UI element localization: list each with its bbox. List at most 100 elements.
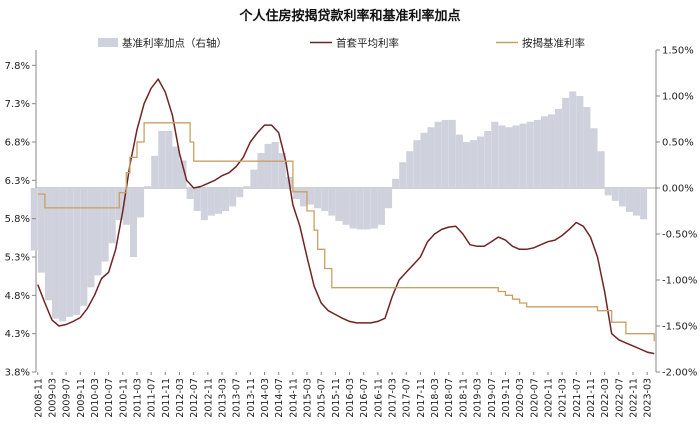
- spread-bar-3: [51, 188, 60, 319]
- right-tick-label-2: -1.00%: [662, 276, 697, 287]
- legend-swatch-bars: [98, 38, 118, 47]
- spread-bar-10: [101, 188, 109, 262]
- spread-bar-68: [512, 125, 520, 188]
- spread-bar-6: [73, 188, 81, 315]
- spread-bar-55: [420, 132, 428, 188]
- spread-bar-70: [526, 121, 534, 188]
- x-tick-label-8: 2011-07: [147, 378, 158, 418]
- legend: 基准利率加点（右轴） 首套平均利率 按揭基准利率: [98, 37, 585, 50]
- spread-bar-11: [108, 188, 116, 244]
- spread-bar-4: [59, 188, 67, 322]
- x-tick-label-39: 2021-11: [586, 378, 597, 418]
- left-tick-label-2: 4.8%: [5, 291, 30, 302]
- spread-bar-19: [165, 130, 173, 188]
- spread-bar-30: [243, 186, 251, 188]
- x-tick-label-16: 2014-03: [260, 378, 271, 418]
- spread-bar-42: [328, 188, 336, 216]
- rate-lines: [37, 78, 655, 355]
- spread-bars: [30, 91, 648, 322]
- benchmark-rate-line: [37, 122, 655, 342]
- right-tick-label-5: 0.50%: [662, 138, 694, 149]
- spread-bar-48: [370, 188, 378, 229]
- x-tick-label-28: 2018-03: [430, 378, 441, 418]
- spread-bar-58: [441, 119, 449, 188]
- x-tick-label-40: 2022-03: [600, 378, 611, 418]
- x-tick-label-20: 2015-07: [317, 378, 328, 418]
- spread-bar-38: [299, 188, 308, 207]
- right-tick-label-1: -1.50%: [662, 322, 697, 333]
- x-tick-label-9: 2011-11: [161, 378, 172, 418]
- left-axis-ticks: 3.8% 4.3% 4.8% 5.3% 5.8% 6.3% 6.8% 7.3% 7.8%: [5, 61, 36, 379]
- right-tick-label-7: 1.50%: [662, 46, 694, 57]
- spread-bar-1: [37, 188, 45, 273]
- spread-bar-46: [356, 188, 364, 230]
- spread-bar-86: [640, 188, 648, 220]
- legend-label-first-home-rate: 首套平均利率: [336, 37, 399, 50]
- spread-bar-18: [158, 130, 166, 188]
- spread-bar-64: [484, 130, 492, 188]
- spread-bar-37: [292, 188, 300, 200]
- x-tick-label-14: 2013-07: [232, 378, 243, 418]
- x-tick-label-10: 2012-03: [175, 378, 186, 418]
- left-tick-label-6: 6.8%: [5, 138, 30, 149]
- x-tick-label-24: 2016-11: [373, 378, 384, 418]
- left-tick-label-4: 5.8%: [5, 214, 30, 225]
- spread-bar-23: [193, 188, 201, 211]
- x-tick-label-38: 2021-07: [572, 378, 583, 418]
- spread-bar-52: [399, 162, 407, 188]
- x-tick-label-5: 2010-07: [104, 378, 115, 418]
- x-tick-label-34: 2020-03: [515, 378, 526, 418]
- x-tick-label-7: 2011-03: [133, 378, 144, 418]
- spread-bar-84: [625, 188, 633, 212]
- spread-bar-29: [236, 188, 244, 198]
- x-tick-label-1: 2009-03: [47, 378, 58, 418]
- x-tick-label-37: 2021-03: [558, 378, 569, 418]
- spread-bar-65: [491, 121, 499, 188]
- spread-bar-51: [392, 178, 400, 188]
- spread-bar-25: [207, 188, 215, 216]
- x-tick-label-25: 2017-03: [388, 378, 399, 418]
- x-tick-label-13: 2013-03: [218, 378, 229, 418]
- spread-bar-79: [590, 128, 598, 188]
- x-tick-label-17: 2014-07: [274, 378, 285, 418]
- right-tick-label-4: 0.00%: [662, 184, 694, 195]
- spread-bar-74: [555, 108, 563, 188]
- spread-bar-9: [94, 188, 102, 276]
- left-tick-label-7: 7.3%: [5, 99, 30, 110]
- spread-bar-28: [229, 188, 237, 207]
- right-tick-label-3: -0.50%: [662, 230, 697, 241]
- right-axis-ticks: -2.00% -1.50% -1.00% -0.50% 0.00% 0.50% 1.00% 1…: [656, 46, 697, 379]
- spread-bar-0: [30, 188, 38, 251]
- legend-label-bars: 基准利率加点（右轴）: [122, 37, 227, 50]
- spread-bar-33: [264, 143, 272, 188]
- x-tick-label-42: 2022-11: [629, 378, 640, 418]
- spread-bar-32: [257, 153, 265, 188]
- spread-bar-7: [80, 188, 88, 306]
- first-home-rate-line: [37, 78, 655, 355]
- spread-bar-76: [569, 91, 577, 188]
- spread-bar-82: [611, 188, 619, 201]
- x-tick-label-22: 2016-03: [345, 378, 356, 418]
- spread-bar-50: [385, 188, 393, 209]
- spread-bar-26: [214, 188, 222, 214]
- spread-bar-73: [547, 114, 556, 188]
- x-tick-label-29: 2018-07: [444, 378, 455, 418]
- x-tick-label-31: 2019-03: [473, 378, 484, 418]
- x-tick-label-21: 2015-11: [331, 378, 342, 418]
- x-tick-label-12: 2012-11: [203, 378, 214, 418]
- spread-bar-63: [477, 136, 485, 188]
- spread-bar-56: [427, 127, 435, 188]
- spread-bar-35: [278, 153, 286, 188]
- left-tick-label-5: 6.3%: [5, 176, 30, 187]
- x-tick-label-2: 2009-07: [62, 378, 73, 418]
- x-tick-label-19: 2015-03: [303, 378, 314, 418]
- spread-bar-34: [271, 142, 279, 188]
- spread-bar-62: [470, 140, 478, 188]
- x-tick-label-30: 2018-11: [458, 378, 469, 418]
- spread-bar-53: [406, 151, 414, 188]
- spread-bar-40: [314, 188, 322, 209]
- spread-bar-69: [519, 123, 527, 188]
- x-tick-label-32: 2019-07: [487, 378, 498, 418]
- spread-bar-80: [597, 151, 605, 188]
